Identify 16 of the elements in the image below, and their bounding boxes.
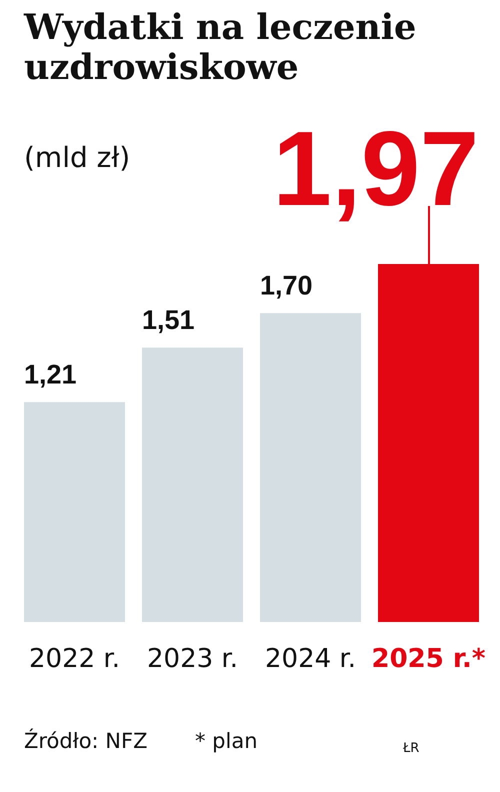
text: Źródło: NFZ: [24, 728, 148, 755]
data-label: 1,97: [272, 110, 480, 228]
text: * plan: [195, 728, 258, 755]
data-label: 1,51: [142, 305, 195, 336]
bar: [260, 313, 362, 622]
data-label: 1,70: [260, 270, 313, 301]
bar: [142, 348, 244, 622]
x-tick-label: 2025 r.*: [371, 644, 486, 674]
bar: [24, 402, 126, 622]
chart-title: Wydatki na leczenie uzdrowiskowe: [24, 7, 418, 88]
data-label: 1,21: [24, 360, 77, 390]
chart-subtitle: (mld zł): [24, 140, 130, 176]
x-tick-label: 2024 r.: [265, 644, 356, 674]
x-tick-label: 2022 r.: [29, 644, 120, 674]
text: ŁR: [403, 740, 420, 758]
x-tick-label: 2023 r.: [147, 644, 238, 674]
